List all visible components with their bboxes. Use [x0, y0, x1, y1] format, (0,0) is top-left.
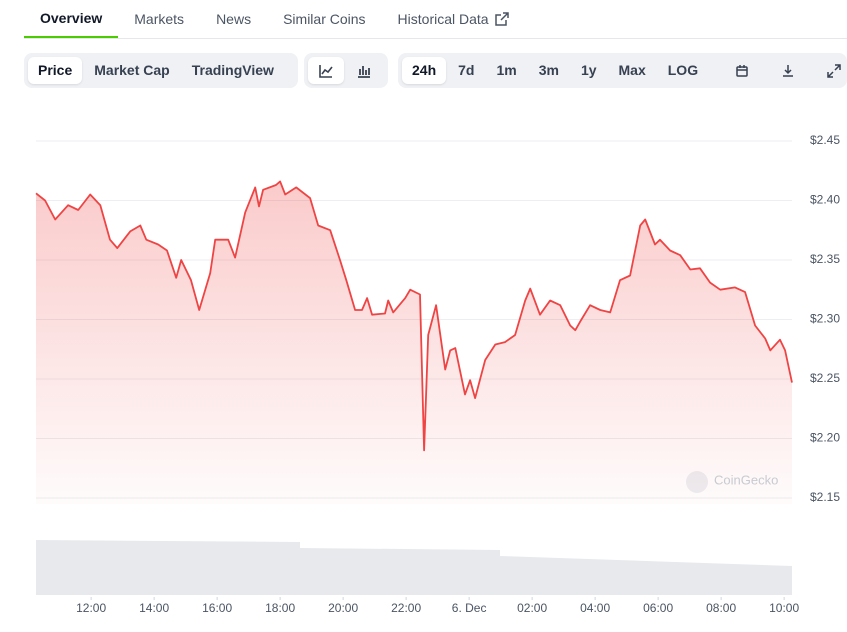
- icon: [827, 63, 841, 78]
- range-button-label: 3m: [538, 62, 559, 78]
- range-button[interactable]: 24h: [402, 57, 447, 84]
- x-tick-label: 10:00: [769, 601, 799, 615]
- candle-icon: [358, 65, 370, 78]
- y-tick-label: $2.15: [810, 490, 840, 504]
- range-button[interactable]: 1m: [486, 57, 526, 84]
- tab-bar: Overview Markets News Similar Coins Historic…: [24, 0, 847, 39]
- view-toggle: Price Market Cap TradingView: [24, 53, 298, 88]
- calendar-button[interactable]: [724, 57, 760, 84]
- range-button-label: Max: [618, 62, 646, 78]
- x-tick-label: 18:00: [265, 601, 295, 615]
- price-line: [35, 180, 793, 452]
- view-button[interactable]: TradingView: [182, 57, 284, 84]
- range-button-label: 24h: [412, 62, 437, 78]
- tab[interactable]: News: [200, 0, 267, 38]
- y-tick-label: $2.35: [810, 252, 840, 266]
- y-tick-label: $2.20: [810, 431, 840, 445]
- x-tick-label: 14:00: [139, 601, 169, 615]
- x-tick-label: 08:00: [706, 601, 736, 615]
- icon: [736, 64, 748, 77]
- tab[interactable]: Markets: [118, 0, 200, 38]
- line-icon: [319, 64, 333, 78]
- view-button-label: TradingView: [191, 62, 274, 78]
- chart-style-toggle: [304, 53, 388, 88]
- range-toggle: 24h 7d 1m 3m 1y Max LOG: [398, 53, 847, 88]
- tab-label: News: [216, 11, 252, 27]
- range-button-label: 7d: [458, 62, 475, 78]
- x-tick-label: 6. Dec: [452, 601, 487, 615]
- y-tick-label: $2.45: [810, 133, 840, 147]
- range-button[interactable]: 1y: [571, 57, 607, 84]
- range-button-label: 1m: [496, 62, 517, 78]
- view-button-label: Price: [38, 62, 73, 78]
- range-button[interactable]: 3m: [529, 57, 569, 84]
- x-tick-label: 20:00: [328, 601, 358, 615]
- view-button[interactable]: Market Cap: [84, 57, 179, 84]
- y-tick-label: $2.25: [810, 371, 840, 385]
- tab[interactable]: Historical Data: [382, 0, 525, 38]
- y-tick-label: $2.30: [810, 312, 840, 326]
- range-button-label: 1y: [580, 62, 597, 78]
- line-chart-button[interactable]: [308, 57, 344, 84]
- range-button[interactable]: 7d: [448, 57, 484, 84]
- icon: [783, 64, 794, 77]
- x-tick-label: 04:00: [580, 601, 610, 615]
- range-button[interactable]: Max: [609, 57, 656, 84]
- view-button-label: Market Cap: [94, 62, 170, 78]
- watermark: CoinGecko: [714, 472, 778, 487]
- watermark-logo: [686, 471, 708, 493]
- volume-band: [36, 540, 792, 595]
- x-tick-label: 12:00: [76, 601, 106, 615]
- tab-label: Historical Data: [397, 11, 489, 27]
- tab-label: Overview: [40, 10, 103, 26]
- candle-chart-button[interactable]: [346, 57, 382, 84]
- tab-label: Similar Coins: [283, 11, 366, 27]
- tab-label: Markets: [134, 11, 185, 27]
- range-button[interactable]: LOG: [658, 57, 708, 84]
- range-button-label: LOG: [667, 62, 699, 78]
- download-button[interactable]: [770, 57, 806, 84]
- x-tick-label: 16:00: [202, 601, 232, 615]
- price-area: [36, 181, 792, 504]
- tab[interactable]: Similar Coins: [267, 0, 381, 38]
- fullscreen-button[interactable]: [816, 57, 847, 84]
- x-tick-label: 22:00: [391, 601, 421, 615]
- y-tick-label: $2.40: [810, 193, 840, 207]
- external-link-icon: [494, 12, 509, 26]
- view-button[interactable]: Price: [28, 57, 83, 84]
- x-tick-label: 02:00: [517, 601, 547, 615]
- tab[interactable]: Overview: [24, 0, 119, 38]
- x-tick-label: 06:00: [643, 601, 673, 615]
